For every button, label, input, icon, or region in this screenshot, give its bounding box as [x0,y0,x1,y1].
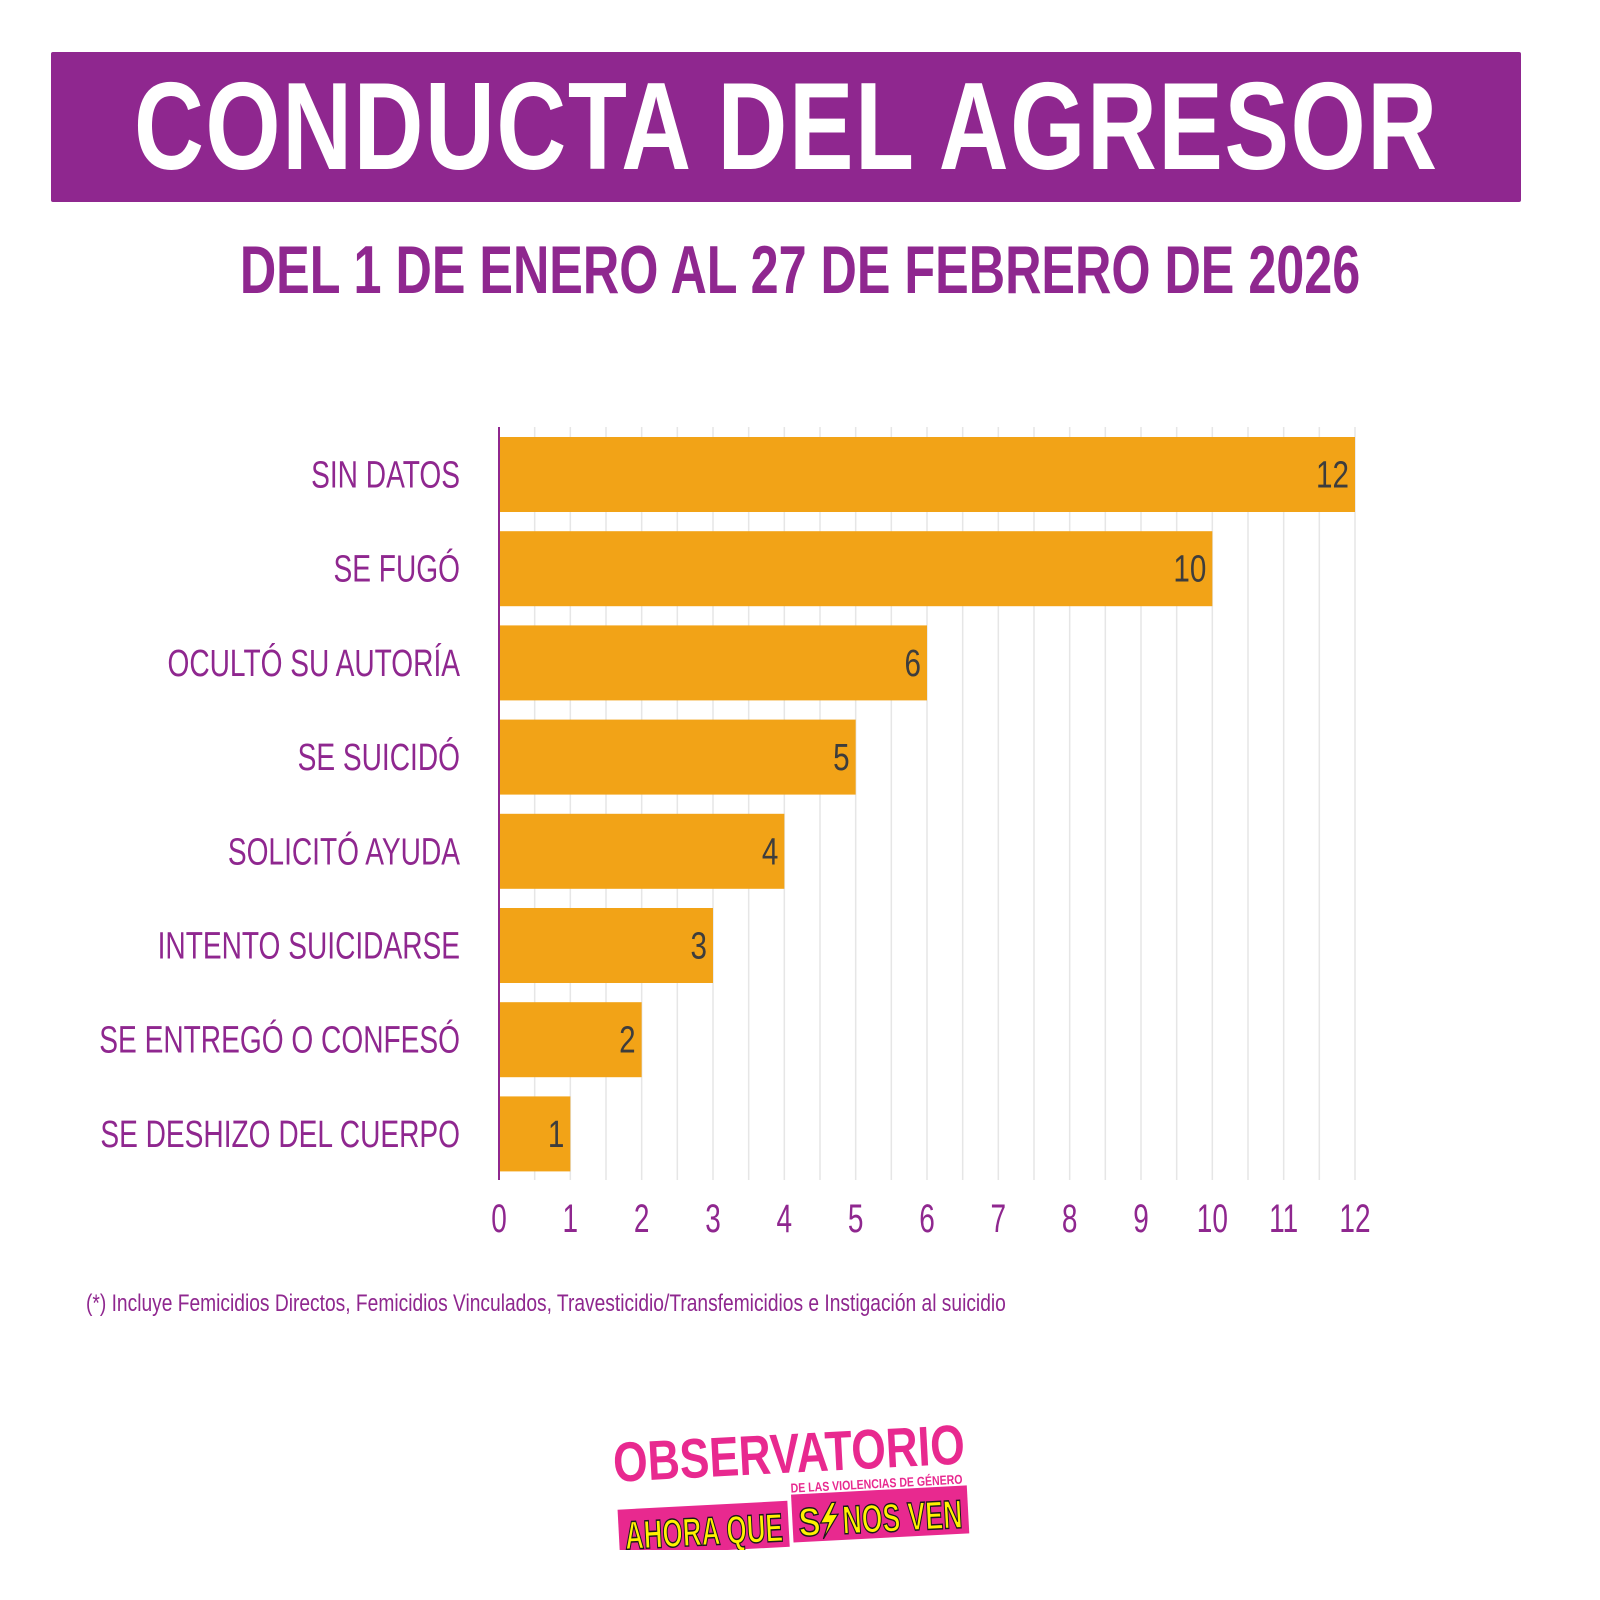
category-label: OCULTÓ SU AUTORÍA [167,642,460,685]
x-tick-label: 7 [991,1197,1007,1241]
lightning-icon [819,1501,840,1540]
x-tick-label: 3 [705,1197,721,1241]
chart-subtitle: DEL 1 DE ENERO AL 27 DE FEBRERO DE 2026 [0,236,1600,304]
bars: 12 10 6 5 4 3 2 1 [499,437,1355,1172]
bar [499,1096,571,1172]
bar-value-label: 3 [691,925,707,967]
logo-line3b: S [797,1500,821,1545]
bar [499,1002,642,1078]
category-label: SIN DATOS [311,455,460,497]
x-tick-label: 1 [563,1197,579,1241]
category-label: INTENTO SUICIDARSE [158,926,460,968]
logo-line3c: NOS VEN [841,1493,963,1543]
x-tick-label: 12 [1339,1197,1370,1241]
bar-value-label: 5 [833,737,849,779]
x-tick-label: 11 [1269,1197,1298,1241]
x-tick-label: 8 [1062,1197,1078,1241]
observatorio-logo: OBSERVATORIO DE LAS VIOLENCIAS DE GÉNERO… [612,1412,970,1550]
x-tick-label: 4 [777,1197,793,1241]
bar [499,719,856,795]
x-tick-label: 2 [634,1197,650,1241]
bar [499,625,927,701]
bar-value-label: 4 [762,831,778,873]
bar-value-label: 12 [1316,454,1349,496]
x-tick-label: 5 [848,1197,864,1241]
bar-value-label: 6 [905,642,921,684]
bar [499,437,1355,512]
x-tick-label: 10 [1197,1197,1228,1241]
category-labels: SIN DATOS SE FUGÓ OCULTÓ SU AUTORÍA SE SUIC… [99,455,460,1156]
logo-line3a: AHORA QUE [624,1506,784,1550]
x-tick-label: 6 [919,1197,935,1241]
x-tick-label: 9 [1133,1197,1149,1241]
category-label: SE DESHIZO DEL CUERPO [100,1114,460,1156]
x-tick-label: 0 [491,1197,507,1241]
category-label: SE SUICIDÓ [298,736,460,779]
bar [499,531,1213,607]
bar [499,908,713,983]
bar-value-label: 10 [1173,548,1206,590]
title-banner: CONDUCTA DEL AGRESOR [51,52,1521,202]
logo-band-right [791,1485,970,1543]
category-label: SOLICITÓ AYUDA [228,830,461,873]
category-label: SE ENTREGÓ O CONFESÓ [99,1019,460,1062]
chart-title: CONDUCTA DEL AGRESOR [133,58,1439,196]
bar-value-label: 1 [548,1113,564,1155]
bar [499,813,785,889]
footnote: (*) Incluye Femicidios Directos, Femicid… [86,1290,1006,1317]
subtitle-text: DEL 1 DE ENERO AL 27 DE FEBRERO DE 2026 [239,232,1361,308]
category-label: SE FUGÓ [334,548,460,591]
logo-band-left [617,1500,790,1550]
x-tick-labels: 0 1 2 3 4 5 6 7 8 9 10 11 12 [491,1197,1370,1241]
bar-value-label: 2 [619,1019,635,1061]
